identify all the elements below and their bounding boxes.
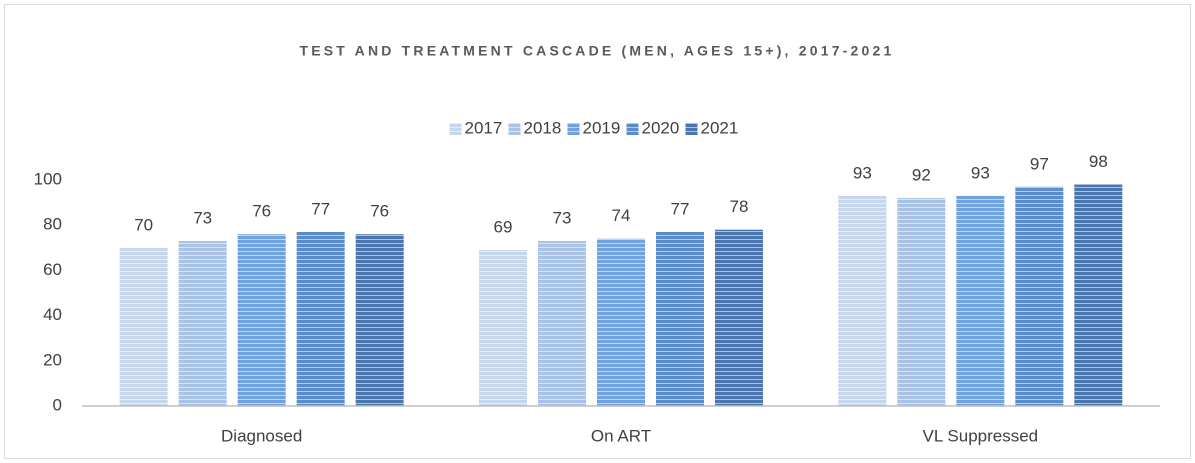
data-label: 76 — [252, 202, 271, 221]
x-tick-label: On ART — [591, 426, 651, 445]
data-label: 77 — [311, 199, 330, 218]
data-label: 78 — [730, 197, 749, 216]
data-label: 93 — [853, 163, 872, 182]
x-tick-label: VL Suppressed — [923, 426, 1039, 445]
y-tick-label: 60 — [43, 260, 62, 279]
legend-swatch — [567, 123, 580, 135]
bar — [538, 241, 586, 406]
chart-title: TEST AND TREATMENT CASCADE (MEN, AGES 15… — [299, 43, 894, 59]
legend-label: 2018 — [524, 118, 562, 137]
bar — [355, 234, 404, 406]
legend-swatch — [626, 123, 639, 135]
bar — [237, 234, 286, 406]
data-label: 73 — [553, 209, 572, 228]
bar — [715, 229, 763, 406]
bar — [897, 198, 946, 406]
legend-label: 2021 — [701, 118, 739, 137]
data-label: 92 — [912, 166, 931, 185]
y-tick-label: 80 — [43, 215, 62, 234]
legend-label: 2017 — [465, 118, 503, 137]
bar — [838, 195, 887, 406]
y-tick-label: 0 — [53, 395, 62, 414]
data-label: 98 — [1089, 152, 1108, 171]
data-label: 74 — [612, 206, 631, 225]
data-label: 69 — [494, 218, 513, 237]
bar — [956, 195, 1005, 406]
legend-swatch — [685, 123, 698, 135]
bar — [119, 247, 168, 406]
bar — [1074, 184, 1123, 406]
bar — [1015, 186, 1064, 406]
x-tick-label: Diagnosed — [221, 426, 302, 445]
y-tick-label: 40 — [43, 305, 62, 324]
legend-label: 2020 — [642, 118, 680, 137]
y-tick-label: 20 — [43, 350, 62, 369]
y-tick-label: 100 — [34, 169, 62, 188]
bar — [296, 231, 345, 406]
legend-label: 2019 — [583, 118, 621, 137]
bar — [597, 238, 645, 406]
data-label: 93 — [971, 163, 990, 182]
legend-swatch — [508, 123, 521, 135]
data-label: 70 — [134, 215, 153, 234]
bar — [479, 250, 527, 406]
data-label: 76 — [370, 202, 389, 221]
legend-swatch — [449, 123, 462, 135]
bar — [178, 241, 227, 406]
bar — [656, 231, 704, 406]
data-label: 77 — [671, 199, 690, 218]
data-label: 73 — [193, 209, 212, 228]
data-label: 97 — [1030, 154, 1049, 173]
